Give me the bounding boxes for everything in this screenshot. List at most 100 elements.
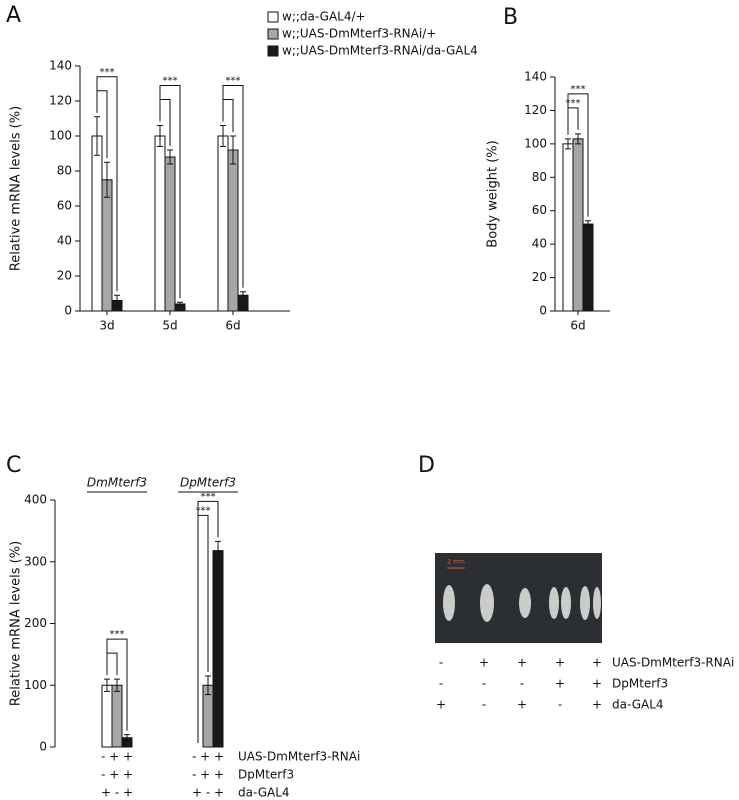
panel-label: C [6, 453, 21, 478]
x-tick-label: 3d [99, 319, 114, 333]
condition-sign: + [592, 677, 602, 691]
error-bar [124, 734, 130, 742]
y-tick-label: 80 [57, 164, 72, 178]
condition-label: UAS-DmMterf3-RNAi [612, 656, 734, 670]
condition-sign: + [517, 698, 527, 712]
error-bar [104, 161, 110, 198]
larvae-photo: 2 mm [435, 553, 602, 643]
significance-label: *** [196, 505, 211, 516]
significance-bracket [197, 500, 219, 743]
error-bar [220, 125, 226, 147]
error-bar [215, 540, 221, 561]
significance-bracket [198, 514, 209, 672]
x-tick-label: 6d [225, 319, 240, 333]
significance-label: *** [100, 67, 115, 78]
condition-label: da-GAL4 [612, 698, 664, 712]
legend-label: w;;UAS-DmMterf3-RNAi/da-GAL4 [282, 44, 478, 58]
legend-label: w;;UAS-DmMterf3-RNAi/+ [282, 27, 436, 41]
error-bar [177, 301, 183, 307]
panel-label: A [6, 3, 21, 28]
bar [101, 179, 113, 312]
condition-sign: - [558, 698, 562, 712]
group-label: DmMterf3 [87, 476, 147, 490]
significance-label: *** [571, 84, 586, 95]
y-tick-label: 100 [49, 129, 72, 143]
error-bar [167, 149, 173, 165]
condition-signs: + - + [101, 786, 133, 800]
significance-label: *** [566, 98, 581, 109]
y-tick-label: 0 [39, 740, 47, 754]
condition-label: da-GAL4 [238, 786, 290, 800]
condition-signs: - + + [101, 750, 133, 764]
condition-signs: - + + [192, 768, 224, 782]
error-bar [205, 675, 211, 696]
significance-bracket [107, 652, 118, 676]
significance-label: *** [163, 76, 178, 87]
y-tick-label: 0 [64, 304, 72, 318]
significance-bracket [568, 107, 579, 130]
bar [582, 223, 594, 312]
bar [164, 156, 176, 312]
y-tick-label: 60 [532, 203, 547, 217]
bar [217, 135, 229, 312]
condition-sign: - [520, 677, 524, 691]
y-tick-label: 400 [24, 493, 47, 507]
significance-label: *** [201, 491, 216, 502]
significance-label: *** [110, 629, 125, 640]
condition-sign: + [555, 677, 565, 691]
error-bar [114, 294, 120, 307]
panel-label: B [503, 5, 518, 30]
bar [227, 149, 239, 312]
bar [572, 138, 584, 312]
y-tick-label: 20 [57, 269, 72, 283]
scale-label: 2 mm [447, 559, 465, 566]
bar [101, 684, 113, 748]
condition-sign: - [439, 656, 443, 670]
significance-bracket [106, 638, 128, 731]
x-tick-label: 6d [570, 319, 585, 333]
y-tick-label: 100 [24, 678, 47, 692]
y-tick-label: 20 [532, 270, 547, 284]
y-tick-label: 40 [57, 234, 72, 248]
condition-sign: - [482, 677, 486, 691]
group-label: DpMterf3 [180, 476, 236, 490]
error-bar [565, 138, 571, 150]
error-bar [585, 220, 591, 228]
legend-swatch [267, 11, 279, 23]
y-tick-label: 100 [524, 136, 547, 150]
y-tick-label: 120 [49, 94, 72, 108]
condition-signs: - + + [101, 768, 133, 782]
condition-sign: + [592, 698, 602, 712]
condition-sign: + [592, 656, 602, 670]
y-tick-label: 300 [24, 554, 47, 568]
significance-bracket [97, 90, 108, 159]
y-tick-label: 200 [24, 616, 47, 630]
error-bar [104, 678, 110, 692]
significance-bracket [160, 99, 171, 146]
error-bar [94, 116, 100, 156]
legend-label: w;;da-GAL4/+ [282, 10, 366, 24]
y-tick-label: 120 [524, 103, 547, 117]
y-tick-label: 60 [57, 199, 72, 213]
y-axis-label: Relative mRNA levels (%) [9, 541, 24, 706]
condition-sign: + [517, 656, 527, 670]
condition-sign: - [439, 677, 443, 691]
condition-sign: - [482, 698, 486, 712]
bar [111, 684, 123, 748]
bar [212, 550, 224, 748]
condition-sign: + [555, 656, 565, 670]
significance-bracket [222, 85, 244, 288]
condition-label: DpMterf3 [612, 677, 668, 691]
significance-bracket [567, 93, 589, 217]
x-tick-label: 5d [162, 319, 177, 333]
significance-bracket [223, 99, 234, 132]
condition-label: UAS-DmMterf3-RNAi [238, 750, 360, 764]
y-tick-label: 40 [532, 237, 547, 251]
significance-bracket [159, 85, 181, 299]
error-bar [230, 135, 236, 165]
legend-swatch [267, 28, 279, 40]
y-tick-label: 0 [539, 304, 547, 318]
legend-swatch [267, 45, 279, 57]
y-tick-label: 80 [532, 170, 547, 184]
